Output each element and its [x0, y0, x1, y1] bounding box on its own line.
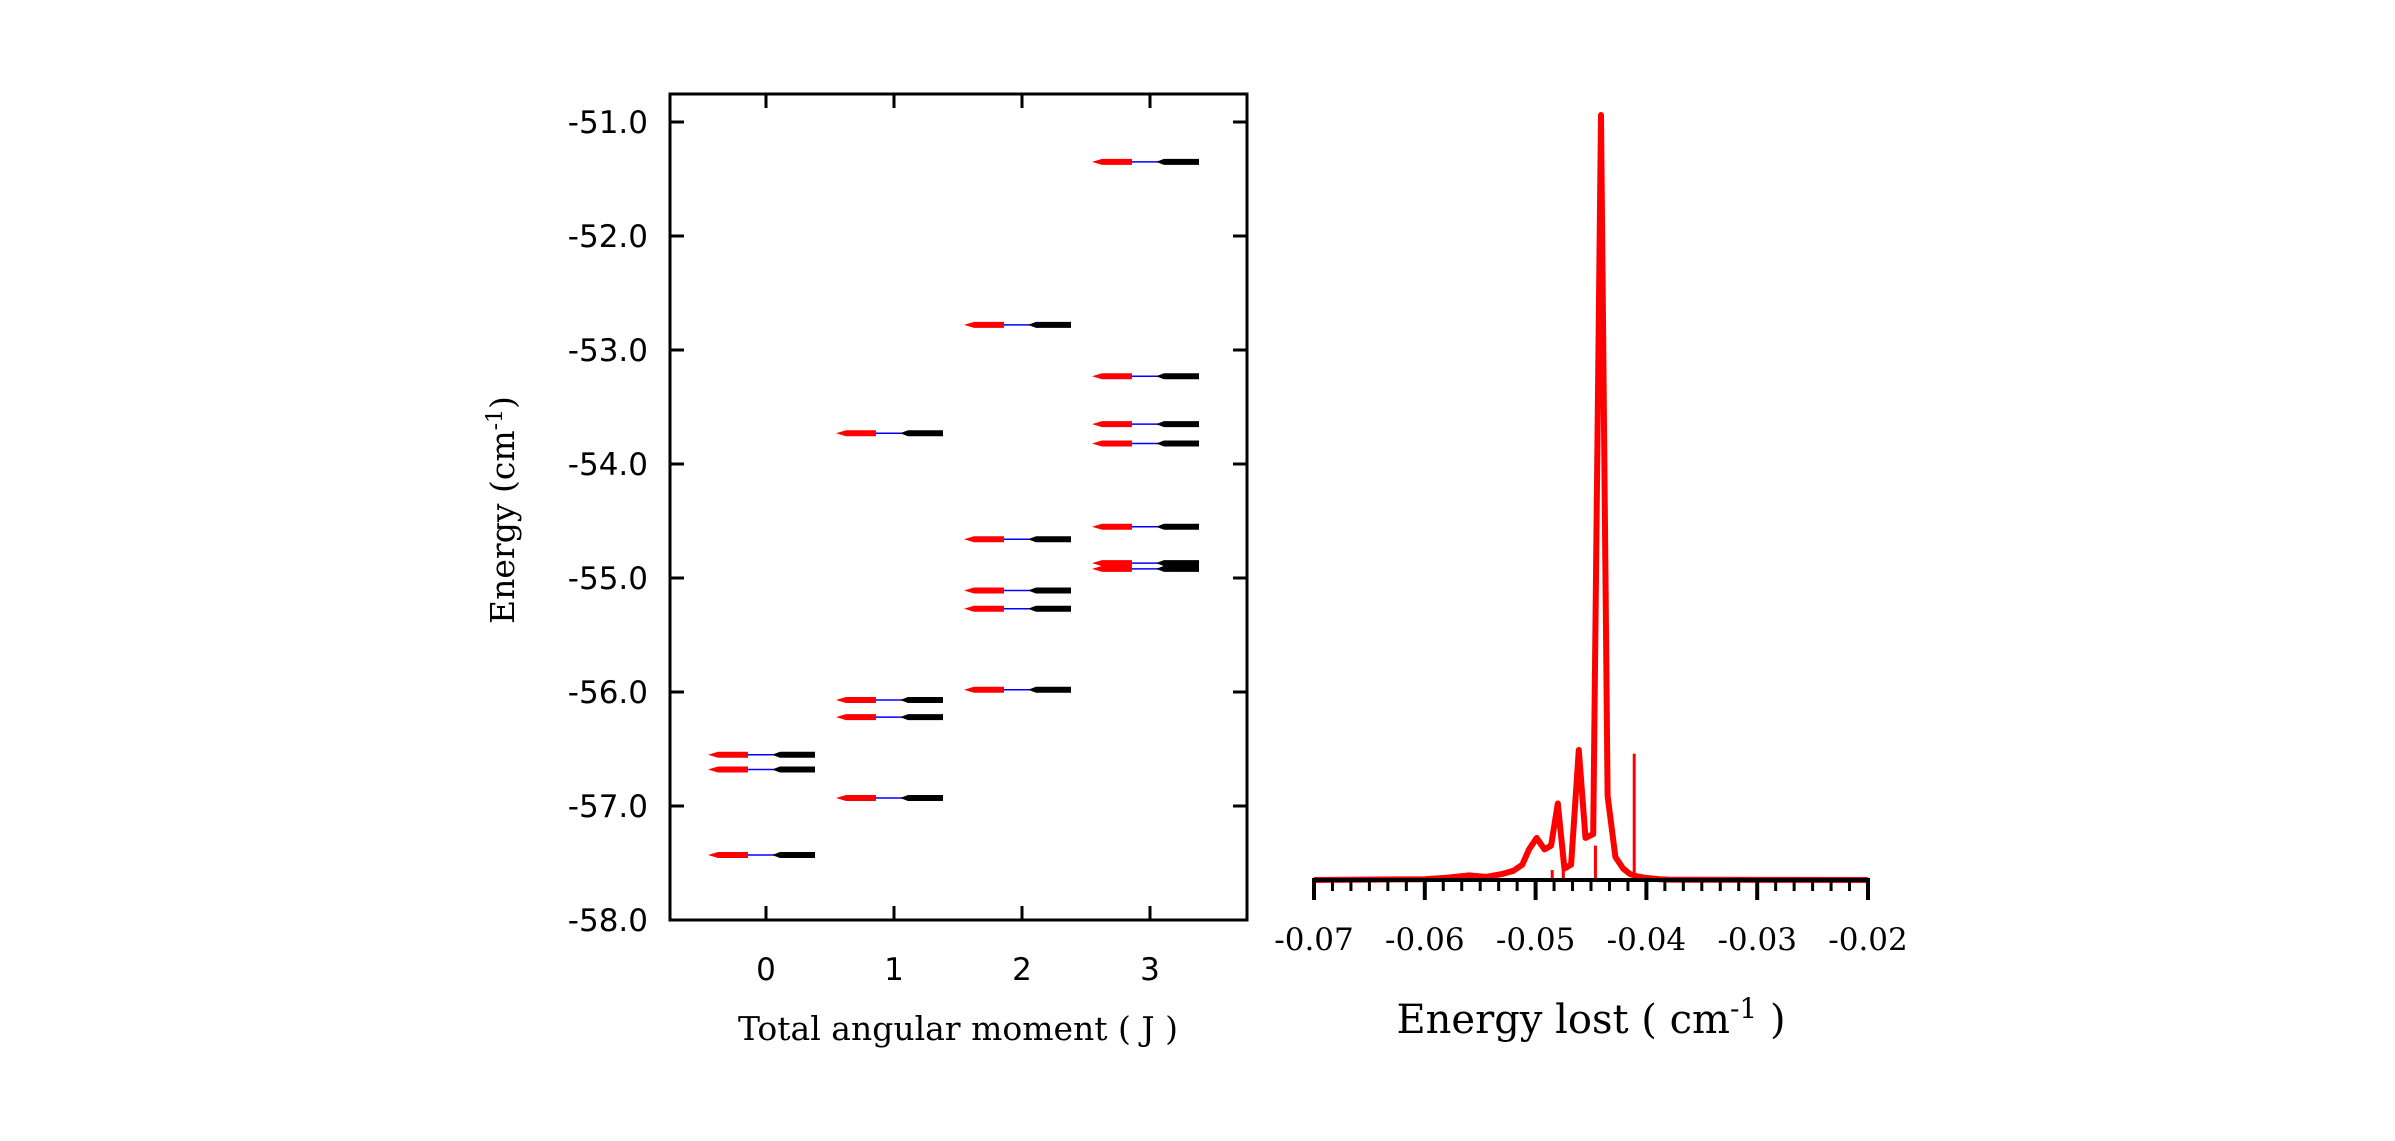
energy-level	[1092, 440, 1199, 447]
y-tick-label: -54.0	[568, 447, 648, 483]
level-mark-red	[708, 751, 748, 758]
x-axis-title-superscript: -1	[1730, 992, 1757, 1025]
x-tick-label: -0.06	[1385, 922, 1465, 958]
level-mark-black	[1156, 523, 1199, 530]
energy-level	[1092, 523, 1199, 530]
energy-level	[1092, 560, 1199, 567]
level-mark-red	[1092, 158, 1132, 165]
level-mark-black	[900, 430, 943, 437]
series-line	[1313, 112, 1869, 883]
level-mark-red	[708, 852, 748, 859]
level-mark-black	[1028, 536, 1071, 543]
level-mark-red	[964, 686, 1004, 693]
energy-level	[836, 795, 943, 802]
y-axis-ticks: -51.0 -52.0 -53.0 -54.0 -55.0 -56.0 -57.0 -58.0	[568, 105, 1247, 939]
level-mark-black	[772, 751, 815, 758]
level-mark-red	[836, 430, 876, 437]
x-tick-label: -0.07	[1274, 922, 1354, 958]
energy-levels-chart: -51.0 -52.0 -53.0 -54.0 -55.0 -56.0 -57.0 -58.0…	[483, 92, 1249, 1048]
level-mark-red	[836, 795, 876, 802]
x-axis-title: Total angular moment ( J )	[738, 1009, 1178, 1048]
energy-level	[708, 751, 815, 758]
level-mark-red	[836, 714, 876, 721]
energy-level	[964, 686, 1071, 693]
x-axis-title: Energy lost ( cm-1 )	[1396, 992, 1785, 1043]
level-mark-black	[1156, 560, 1199, 567]
level-mark-black	[1028, 605, 1071, 612]
level-mark-red	[708, 766, 748, 773]
level-mark-black	[1156, 565, 1199, 572]
level-mark-black	[900, 795, 943, 802]
y-tick-label: -51.0	[568, 105, 648, 141]
level-mark-red	[1092, 565, 1132, 572]
x-tick-label: 0	[756, 952, 776, 988]
level-mark-red	[1092, 560, 1132, 567]
energy-level	[1092, 565, 1199, 572]
energy-lost-spectrum-chart: -0.07 -0.06 -0.05 -0.04 -0.03 -0.02 Energy lo…	[1274, 112, 1908, 1043]
y-tick-label: -52.0	[568, 219, 648, 255]
level-mark-red	[964, 536, 1004, 543]
energy-level-markers	[708, 158, 1199, 859]
level-mark-black	[1028, 686, 1071, 693]
energy-level	[964, 321, 1071, 328]
x-tick-label: -0.02	[1828, 922, 1908, 958]
level-mark-black	[772, 766, 815, 773]
energy-level	[708, 766, 815, 773]
energy-level	[836, 714, 943, 721]
plot-frame	[668, 92, 1249, 922]
level-mark-red	[964, 587, 1004, 594]
level-mark-black	[900, 714, 943, 721]
energy-level	[708, 852, 815, 859]
x-tick-label: -0.04	[1607, 922, 1687, 958]
energy-level	[1092, 373, 1199, 380]
energy-level	[1092, 158, 1199, 165]
level-mark-black	[1156, 421, 1199, 428]
level-mark-black	[900, 696, 943, 703]
y-tick-label: -55.0	[568, 561, 648, 597]
level-mark-red	[964, 605, 1004, 612]
y-tick-label: -57.0	[568, 789, 648, 825]
energy-level	[964, 605, 1071, 612]
level-mark-red	[1092, 523, 1132, 530]
x-tick-label: 1	[884, 952, 904, 988]
energy-level	[836, 696, 943, 703]
level-mark-black	[1028, 587, 1071, 594]
x-axis-ticks: -0.07 -0.06 -0.05 -0.04 -0.03 -0.02	[1274, 880, 1908, 958]
energy-level	[836, 430, 943, 437]
level-mark-red	[836, 696, 876, 703]
level-mark-red	[1092, 373, 1132, 380]
y-tick-label: -53.0	[568, 333, 648, 369]
x-tick-label: -0.03	[1717, 922, 1797, 958]
y-tick-label: -58.0	[568, 903, 648, 939]
level-mark-red	[964, 321, 1004, 328]
level-mark-red	[1092, 440, 1132, 447]
x-tick-label: -0.05	[1496, 922, 1576, 958]
level-mark-black	[772, 852, 815, 859]
x-axis-ticks: 0 1 2 3	[756, 94, 1160, 988]
level-mark-black	[1028, 321, 1071, 328]
x-tick-label: 3	[1140, 952, 1160, 988]
level-mark-black	[1156, 373, 1199, 380]
level-mark-black	[1156, 440, 1199, 447]
y-axis-title: Energy (cm-1)	[483, 396, 522, 624]
energy-level	[964, 587, 1071, 594]
level-mark-black	[1156, 158, 1199, 165]
y-tick-label: -56.0	[568, 675, 648, 711]
y-axis-title-superscript: -1	[483, 409, 508, 430]
energy-level	[1092, 421, 1199, 428]
level-mark-red	[1092, 421, 1132, 428]
x-tick-label: 2	[1012, 952, 1032, 988]
energy-level	[964, 536, 1071, 543]
